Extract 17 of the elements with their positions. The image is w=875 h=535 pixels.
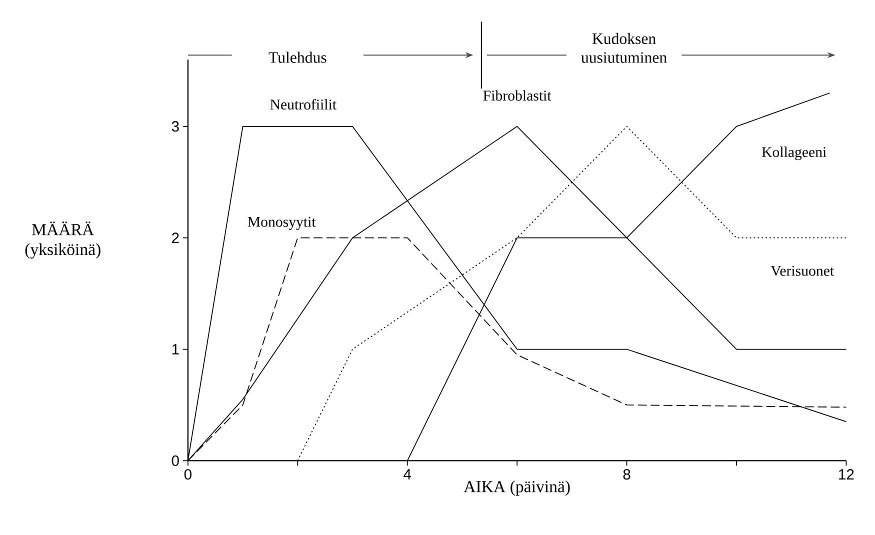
x-tick-label: 0 [184,469,192,480]
annotation: Tulehdus [268,52,326,63]
x-tick-label: 12 [839,469,854,480]
series-label: Kollageeni [762,146,826,160]
x-tick-label: 8 [623,469,630,480]
series-label: Monosyytit [248,216,316,230]
y-tick-label: 2 [172,232,179,243]
text: Fibroblastit [483,90,552,101]
y-tick-label: 0 [172,455,179,466]
series-label: Verisuonet [770,266,834,276]
series-label: Neutrofiilit [270,98,336,110]
y-axis-title: MÄÄRÄ (yksiköinä) [25,221,100,259]
x-tick-label: 4 [404,469,412,480]
y-tick-label: 1 [172,344,179,354]
y-tick-label: 3 [172,121,179,132]
annotation: Kudoksen uusiutuminen [581,32,667,63]
x-axis-title: AIKA (päivinä) [464,480,570,496]
